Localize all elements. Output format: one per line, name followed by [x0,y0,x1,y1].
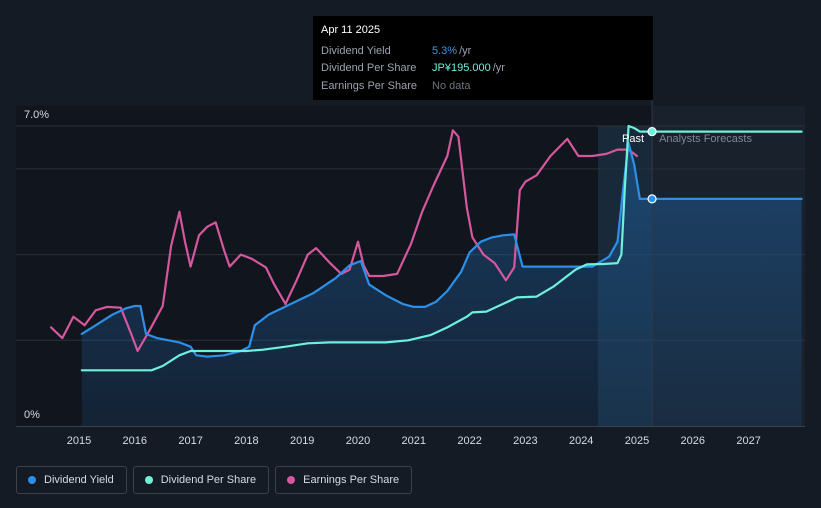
x-tick-label: 2018 [234,435,258,447]
legend: Dividend Yield Dividend Per Share Earnin… [16,466,413,494]
y-axis-tick-labels: 7.0% 0% [24,109,49,421]
x-tick-label: 2017 [178,435,202,447]
tooltip-row-dividend-per-share: Dividend Per Share JP¥195.000 /yr [321,60,645,78]
tooltip-unit: /yr [459,44,472,57]
tooltip-label: Earnings Per Share [321,79,417,92]
x-tick-label: 2026 [681,435,705,447]
legend-dot-icon [28,476,36,484]
legend-item-earnings-per-share[interactable]: Earnings Per Share [275,466,413,494]
dividend-per-share-marker [647,126,657,137]
x-tick-label: 2022 [457,435,481,447]
tooltip: Apr 11 2025 Dividend Yield 5.3% /yr Divi… [313,16,653,100]
x-axis-tick-labels: 2015 2016 2017 2018 2019 2020 2021 2022 2023 2024… [67,435,761,447]
x-tick-label: 2016 [123,435,147,447]
tooltip-unit: /yr [492,62,505,75]
x-tick-label: 2021 [402,435,426,447]
tooltip-value: No data [432,79,471,92]
series-markers [647,126,657,204]
x-tick-label: 2025 [625,435,649,447]
analysts-forecasts-label: Analysts Forecasts [659,133,752,145]
tooltip-label: Dividend Per Share [321,62,417,75]
legend-item-dividend-yield[interactable]: Dividend Yield [16,466,127,494]
tooltip-row-dividend-yield: Dividend Yield 5.3% /yr [321,42,645,60]
legend-label: Earnings Per Share [303,474,400,486]
dividend-yield-area [81,143,802,426]
legend-label: Dividend Per Share [160,474,257,486]
y-tick-label: 0% [24,409,40,421]
legend-dot-icon [144,476,153,484]
series-areas [81,143,802,426]
y-tick-label: 7.0% [24,109,49,121]
x-tick-label: 2024 [569,435,593,447]
tooltip-date: Apr 11 2025 [321,24,381,36]
x-tick-label: 2015 [67,435,91,447]
x-tick-label: 2027 [736,435,760,447]
dividend-yield-marker [647,194,657,204]
series-lines [50,124,803,372]
tooltip-row-earnings-per-share: Earnings Per Share No data [321,77,645,95]
x-tick-label: 2020 [346,435,370,447]
legend-label: Dividend Yield [44,474,114,486]
past-label: Past [622,133,644,145]
dividend-per-share-line [80,124,803,372]
legend-dot-icon [287,476,296,484]
tooltip-value: 5.3% [432,44,458,57]
tooltip-label: Dividend Yield [321,44,391,57]
legend-item-dividend-per-share[interactable]: Dividend Per Share [132,466,270,494]
tooltip-value: JP¥195.000 [432,62,491,75]
x-tick-label: 2023 [513,435,537,447]
x-tick-label: 2019 [290,435,314,447]
